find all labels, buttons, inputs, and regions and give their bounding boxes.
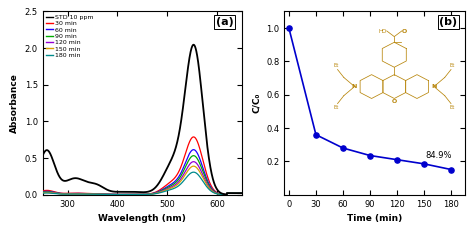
Point (420, 162, 428, 166)
Legend: STD 10 ppm, 30 min, 60 min, 90 min, 120 min, 150 min, 180 min: STD 10 ppm, 30 min, 60 min, 90 min, 120 … (45, 13, 95, 59)
Point (312, 133, 319, 136)
Point (285, 26, 292, 30)
X-axis label: Time (min): Time (min) (347, 214, 402, 223)
Y-axis label: Absorbance: Absorbance (10, 73, 19, 133)
Text: 84.9%: 84.9% (426, 151, 452, 160)
Point (393, 158, 401, 161)
Point (447, 168, 455, 171)
Text: (a): (a) (216, 17, 234, 27)
Y-axis label: C/C₀: C/C₀ (252, 93, 261, 113)
Point (339, 146, 346, 150)
Text: (b): (b) (439, 17, 457, 27)
X-axis label: Wavelength (nm): Wavelength (nm) (98, 214, 186, 223)
Point (366, 154, 374, 157)
